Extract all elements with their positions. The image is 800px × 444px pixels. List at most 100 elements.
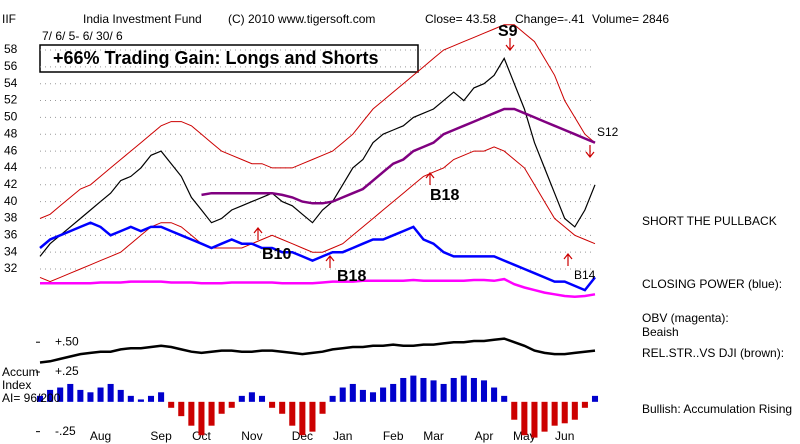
x-tick-label: Nov [241, 429, 262, 443]
accum-bar [511, 401, 518, 420]
indicator-label: Accum [2, 365, 39, 379]
accum-bar [329, 395, 336, 402]
accum-bar [289, 401, 296, 426]
accum-bar [400, 377, 407, 402]
accum-bar [591, 395, 599, 402]
x-tick-label: Feb [383, 429, 404, 443]
accum-bar [158, 392, 165, 402]
accum-bar [450, 377, 457, 402]
accum-bar [581, 401, 588, 408]
signal-label: S9 [498, 23, 518, 40]
close-label: Close= 43.58 [425, 12, 496, 26]
y-tick-label: 40 [4, 194, 18, 208]
accum-bar [117, 389, 124, 402]
accum-bar [380, 387, 387, 402]
chart-title: India Investment Fund [83, 12, 202, 26]
accum-bar [97, 387, 104, 402]
price-line [39, 221, 596, 292]
accum-bar [470, 377, 477, 402]
signal-label: B10 [262, 246, 291, 263]
accum-bar [147, 395, 155, 402]
accum-bar [349, 383, 356, 402]
accum-bar [309, 401, 316, 432]
accum-bar [107, 383, 114, 402]
accum-bar [440, 383, 447, 402]
accum-bar [228, 401, 235, 408]
accum-bar [339, 387, 346, 402]
y-tick-label: 34 [4, 244, 18, 258]
y-tick-label: 52 [4, 93, 18, 107]
accum-bar [218, 401, 225, 414]
accum-bar [420, 377, 427, 402]
accum-bar [269, 401, 276, 408]
x-tick-label: Mar [423, 429, 444, 443]
accum-bar [410, 375, 417, 402]
x-tick-label: Sep [150, 429, 172, 443]
indicator-label: Index [2, 378, 31, 392]
rel-str-line [39, 337, 596, 364]
price-line [40, 277, 596, 299]
accum-bar [87, 392, 94, 402]
accum-bar [551, 401, 558, 426]
y-tick-label: 36 [4, 227, 18, 241]
accum-bar [238, 395, 245, 402]
signal-arrow [325, 255, 335, 268]
signal-label: B18 [430, 187, 459, 204]
signal-arrow [253, 227, 263, 240]
accum-bar [299, 401, 306, 436]
signal-arrow [585, 145, 595, 158]
y-tick-label: 58 [4, 42, 18, 56]
copyright: (C) 2010 www.tigersoft.com [228, 12, 375, 26]
accum-bar [541, 401, 548, 432]
y-tick-label: -.25 [55, 424, 76, 438]
side-note: REL.STR..VS DJI (brown): [642, 346, 784, 360]
accum-bar [168, 401, 175, 408]
accum-bar [480, 380, 488, 402]
accum-bar [430, 380, 437, 402]
y-tick-label: 50 [4, 110, 18, 124]
price-line [39, 146, 596, 283]
signal-label: B14 [574, 268, 596, 282]
headline: +66% Trading Gain: Longs and Shorts [53, 48, 379, 68]
accum-bar [531, 401, 538, 438]
y-tick-label: 44 [4, 160, 18, 174]
accum-bar [369, 392, 377, 402]
accum-bar [188, 401, 195, 426]
y-tick-label: 42 [4, 177, 18, 191]
price-line [201, 107, 596, 205]
accum-bar [178, 401, 185, 417]
accum-bar [359, 389, 366, 402]
side-note: CLOSING POWER (blue): [642, 277, 782, 291]
headline-box [39, 44, 419, 73]
y-tick-label: 46 [4, 143, 18, 157]
ticker: IIF [2, 12, 16, 26]
accum-bar [521, 401, 528, 436]
y-tick-label: 56 [4, 59, 18, 73]
price-line [39, 24, 596, 219]
accum-bar [258, 395, 266, 402]
accum-bar [137, 399, 144, 402]
signal-label: B18 [337, 268, 366, 285]
accum-bar [248, 392, 255, 402]
volume-label: Volume= 2846 [592, 12, 669, 26]
side-note: Bullish: Accumulation Rising [642, 402, 792, 416]
accum-bar [57, 387, 64, 402]
side-note: OBV (magenta): [642, 311, 729, 325]
side-note: SHORT THE PULLBACK [642, 214, 777, 228]
accum-bar [460, 375, 467, 402]
accum-bar [77, 389, 84, 402]
y-tick-label: 32 [4, 261, 18, 275]
x-tick-label: Jun [555, 429, 574, 443]
accum-bar [208, 401, 215, 426]
accum-bar [561, 401, 568, 424]
x-tick-label: May [513, 429, 536, 443]
signal-arrow [425, 172, 435, 185]
accum-bar [67, 383, 74, 402]
signal-arrow [563, 253, 573, 266]
accum-bar [47, 389, 54, 402]
y-tick-label: +.25 [55, 364, 79, 378]
signal-arrow [505, 38, 515, 51]
side-note: Beaish [642, 325, 679, 339]
accum-bar [571, 401, 578, 420]
